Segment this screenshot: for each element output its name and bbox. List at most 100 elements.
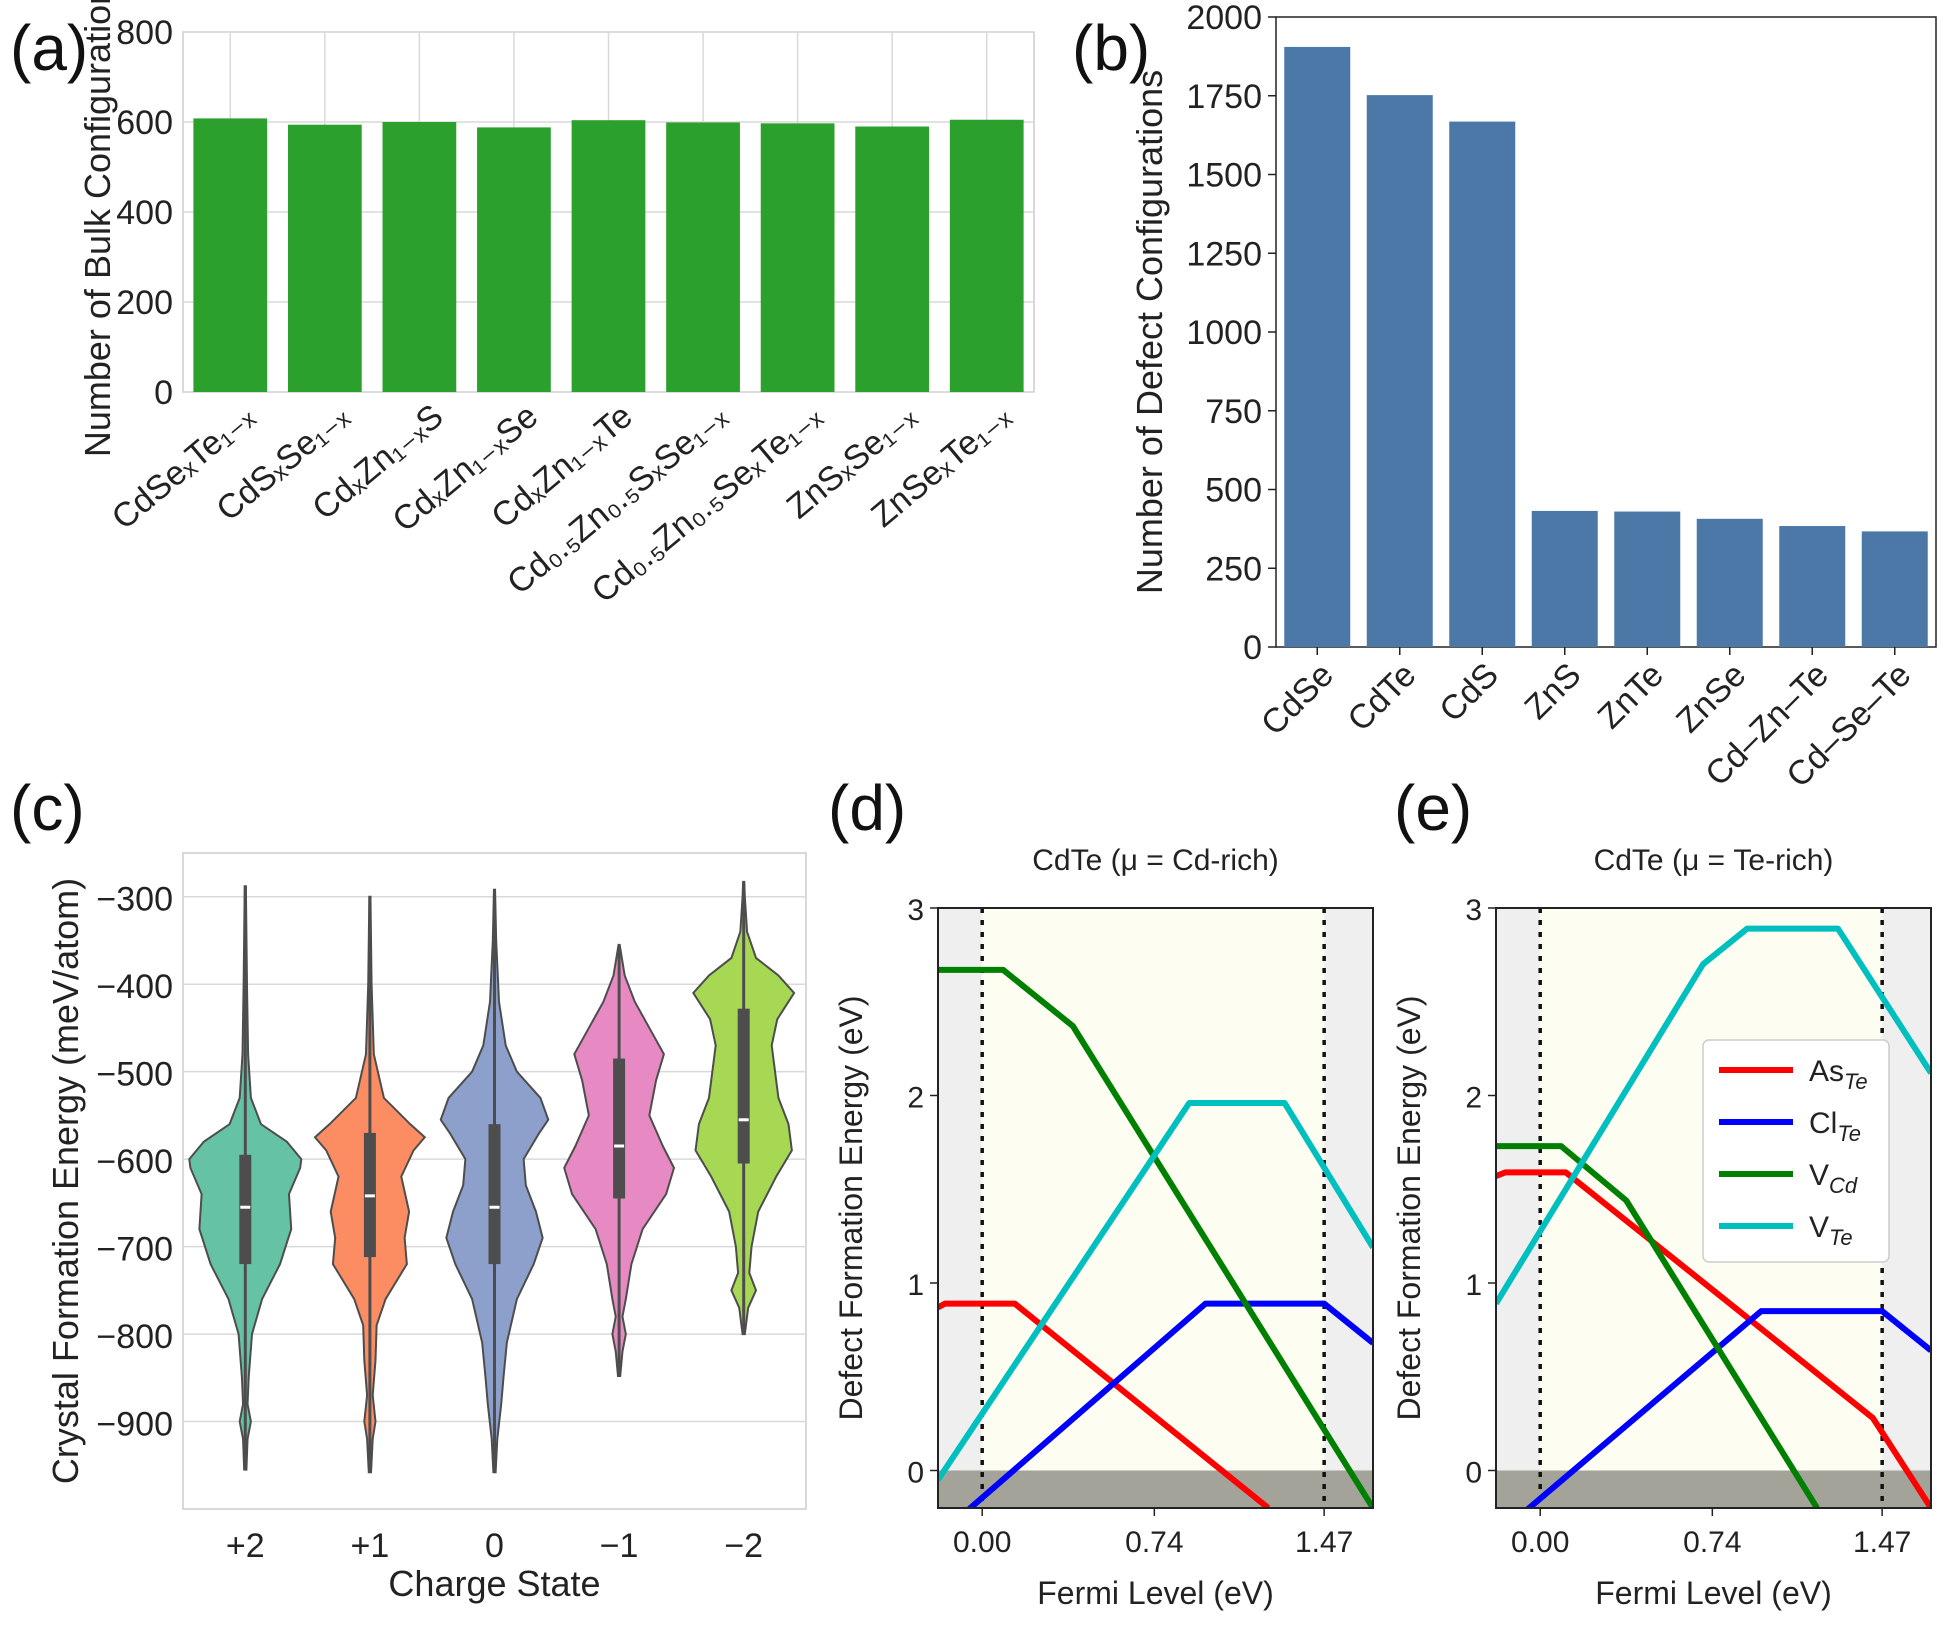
y-axis-label: Number of Bulk Configurations <box>77 0 118 457</box>
y-tick-label: 0 <box>1243 629 1262 667</box>
y-tick-label: 1 <box>907 1269 924 1302</box>
valence-band-region <box>938 908 983 1508</box>
legend-label-base: V <box>1809 1159 1829 1192</box>
bar <box>287 124 362 392</box>
panel-label: (a) <box>10 12 88 84</box>
x-tick-label: ZnS <box>1517 656 1588 727</box>
x-axis-label: Fermi Level (eV) <box>1037 1575 1274 1611</box>
x-tick-label: 0.74 <box>1125 1526 1183 1559</box>
x-tick-label: ZnTe <box>1591 656 1671 736</box>
y-tick-label: 1250 <box>1186 235 1262 273</box>
y-axis-label: Number of Defect Configurations <box>1129 70 1170 594</box>
legend-label-subscript: Te <box>1837 1121 1861 1146</box>
legend-label: VTe <box>1809 1211 1853 1250</box>
defect-line <box>1496 925 1931 1306</box>
x-axis-label: Charge State <box>388 1563 600 1604</box>
bar <box>1449 121 1516 647</box>
bar <box>1366 95 1433 648</box>
violin-iqr-box <box>737 1008 750 1164</box>
legend-label-base: As <box>1809 1055 1844 1088</box>
legend-label-base: V <box>1809 1211 1829 1244</box>
legend-label: AsTe <box>1809 1055 1868 1094</box>
bar <box>477 127 551 393</box>
x-tick-label: 0 <box>485 1527 504 1565</box>
violin-iqr-box <box>488 1124 501 1265</box>
defect-line <box>1524 1308 1931 1508</box>
defect-lines <box>1496 925 1931 1508</box>
defect-lines <box>938 966 1373 1508</box>
y-tick-label: −800 <box>96 1318 173 1356</box>
legend-label-base: Cl <box>1809 1107 1837 1140</box>
x-tick-label: 0.00 <box>953 1526 1011 1559</box>
legend-label-subscript: Cd <box>1829 1173 1858 1198</box>
panel-label: (c) <box>10 772 85 844</box>
defect-line <box>1496 1169 1931 1508</box>
negative-energy-region <box>1496 1470 1931 1508</box>
y-tick-label: 3 <box>1465 894 1482 927</box>
x-tick-label: CdTe <box>1340 656 1423 739</box>
panel-a-bulk-configurations-chart: (a)0200400600800CdSeₓTe₁₋ₓCdSₓSe₁₋ₓCdₓZn… <box>10 0 1035 611</box>
legend-label-subscript: Te <box>1829 1225 1853 1250</box>
panel-c-violin-chart: (c) −900 −800 −700 −600 −500 −400 −300 +2 +1 0 −1 −2… <box>10 772 807 1604</box>
y-tick-label: 0 <box>154 374 173 412</box>
panel-e-te-rich-defect-chart: (e) 0 1 2 3 0.00 0.74 1.47 CdTe (μ = Te-rich) Fer… <box>1391 772 1932 1611</box>
y-tick-label: 0 <box>907 1457 924 1490</box>
y-tick-label: −300 <box>96 881 173 919</box>
y-tick-label: 750 <box>1205 393 1262 431</box>
bar <box>1614 511 1681 647</box>
defect-line <box>1496 1143 1820 1508</box>
panel-b-defect-configurations-chart: (b) 0 250 500 750 1000 1250 1500 1750 2000 CdSe CdT… <box>1072 0 1937 795</box>
bar <box>1284 46 1351 648</box>
defect-line <box>938 1300 1271 1508</box>
y-tick-label: −900 <box>96 1406 173 1444</box>
bar <box>571 120 646 392</box>
bar <box>760 123 835 392</box>
plot-frame <box>1495 907 1932 1509</box>
bar <box>949 119 1024 392</box>
x-tick-label: −1 <box>600 1527 639 1565</box>
y-tick-label: 1500 <box>1186 157 1262 195</box>
bar <box>855 126 930 392</box>
panel-label: (e) <box>1394 772 1472 844</box>
y-axis-label: Defect Formation Energy (eV) <box>1391 995 1427 1420</box>
chart-title: CdTe (μ = Te-rich) <box>1594 844 1834 877</box>
x-tick-label: +1 <box>351 1527 390 1565</box>
y-tick-label: 2 <box>1465 1082 1482 1115</box>
bar <box>1531 510 1598 647</box>
y-tick-label: 0 <box>1465 1457 1482 1490</box>
bar <box>1696 518 1763 647</box>
x-tick-label: 1.47 <box>1295 1526 1353 1559</box>
x-tick-label: 0.00 <box>1511 1526 1569 1559</box>
legend-label-subscript: Te <box>1844 1069 1868 1094</box>
defect-line <box>938 1100 1373 1482</box>
y-tick-label: 1750 <box>1186 78 1262 116</box>
y-tick-label: −700 <box>96 1231 173 1269</box>
y-tick-label: 500 <box>1205 472 1262 510</box>
y-tick-label: −600 <box>96 1143 173 1181</box>
y-axis-label: Defect Formation Energy (eV) <box>833 995 869 1420</box>
x-tick-label: 0.74 <box>1683 1526 1741 1559</box>
y-tick-label: 3 <box>907 894 924 927</box>
y-tick-label: −500 <box>96 1056 173 1094</box>
chart-title: CdTe (μ = Cd-rich) <box>1032 844 1279 877</box>
x-tick-label: 1.47 <box>1853 1526 1911 1559</box>
legend-label: ClTe <box>1809 1107 1861 1146</box>
panel-label: (d) <box>828 772 906 844</box>
x-tick-label: −2 <box>724 1527 763 1565</box>
y-axis-label: Crystal Formation Energy (meV/atom) <box>45 878 86 1484</box>
panel-label: (b) <box>1072 12 1150 84</box>
defect-line <box>938 966 1373 1508</box>
y-tick-label: 1000 <box>1186 314 1262 352</box>
y-tick-label: 2 <box>907 1082 924 1115</box>
x-axis-label: Fermi Level (eV) <box>1595 1575 1832 1611</box>
y-tick-label: 800 <box>116 14 173 52</box>
x-tick-label: +2 <box>226 1527 265 1565</box>
legend-box <box>1702 1039 1890 1263</box>
legend-label: VCd <box>1809 1159 1858 1198</box>
valence-band-region <box>1496 908 1541 1508</box>
y-tick-label: 400 <box>116 194 173 232</box>
plot-frame <box>937 907 1374 1509</box>
bar <box>193 118 268 393</box>
